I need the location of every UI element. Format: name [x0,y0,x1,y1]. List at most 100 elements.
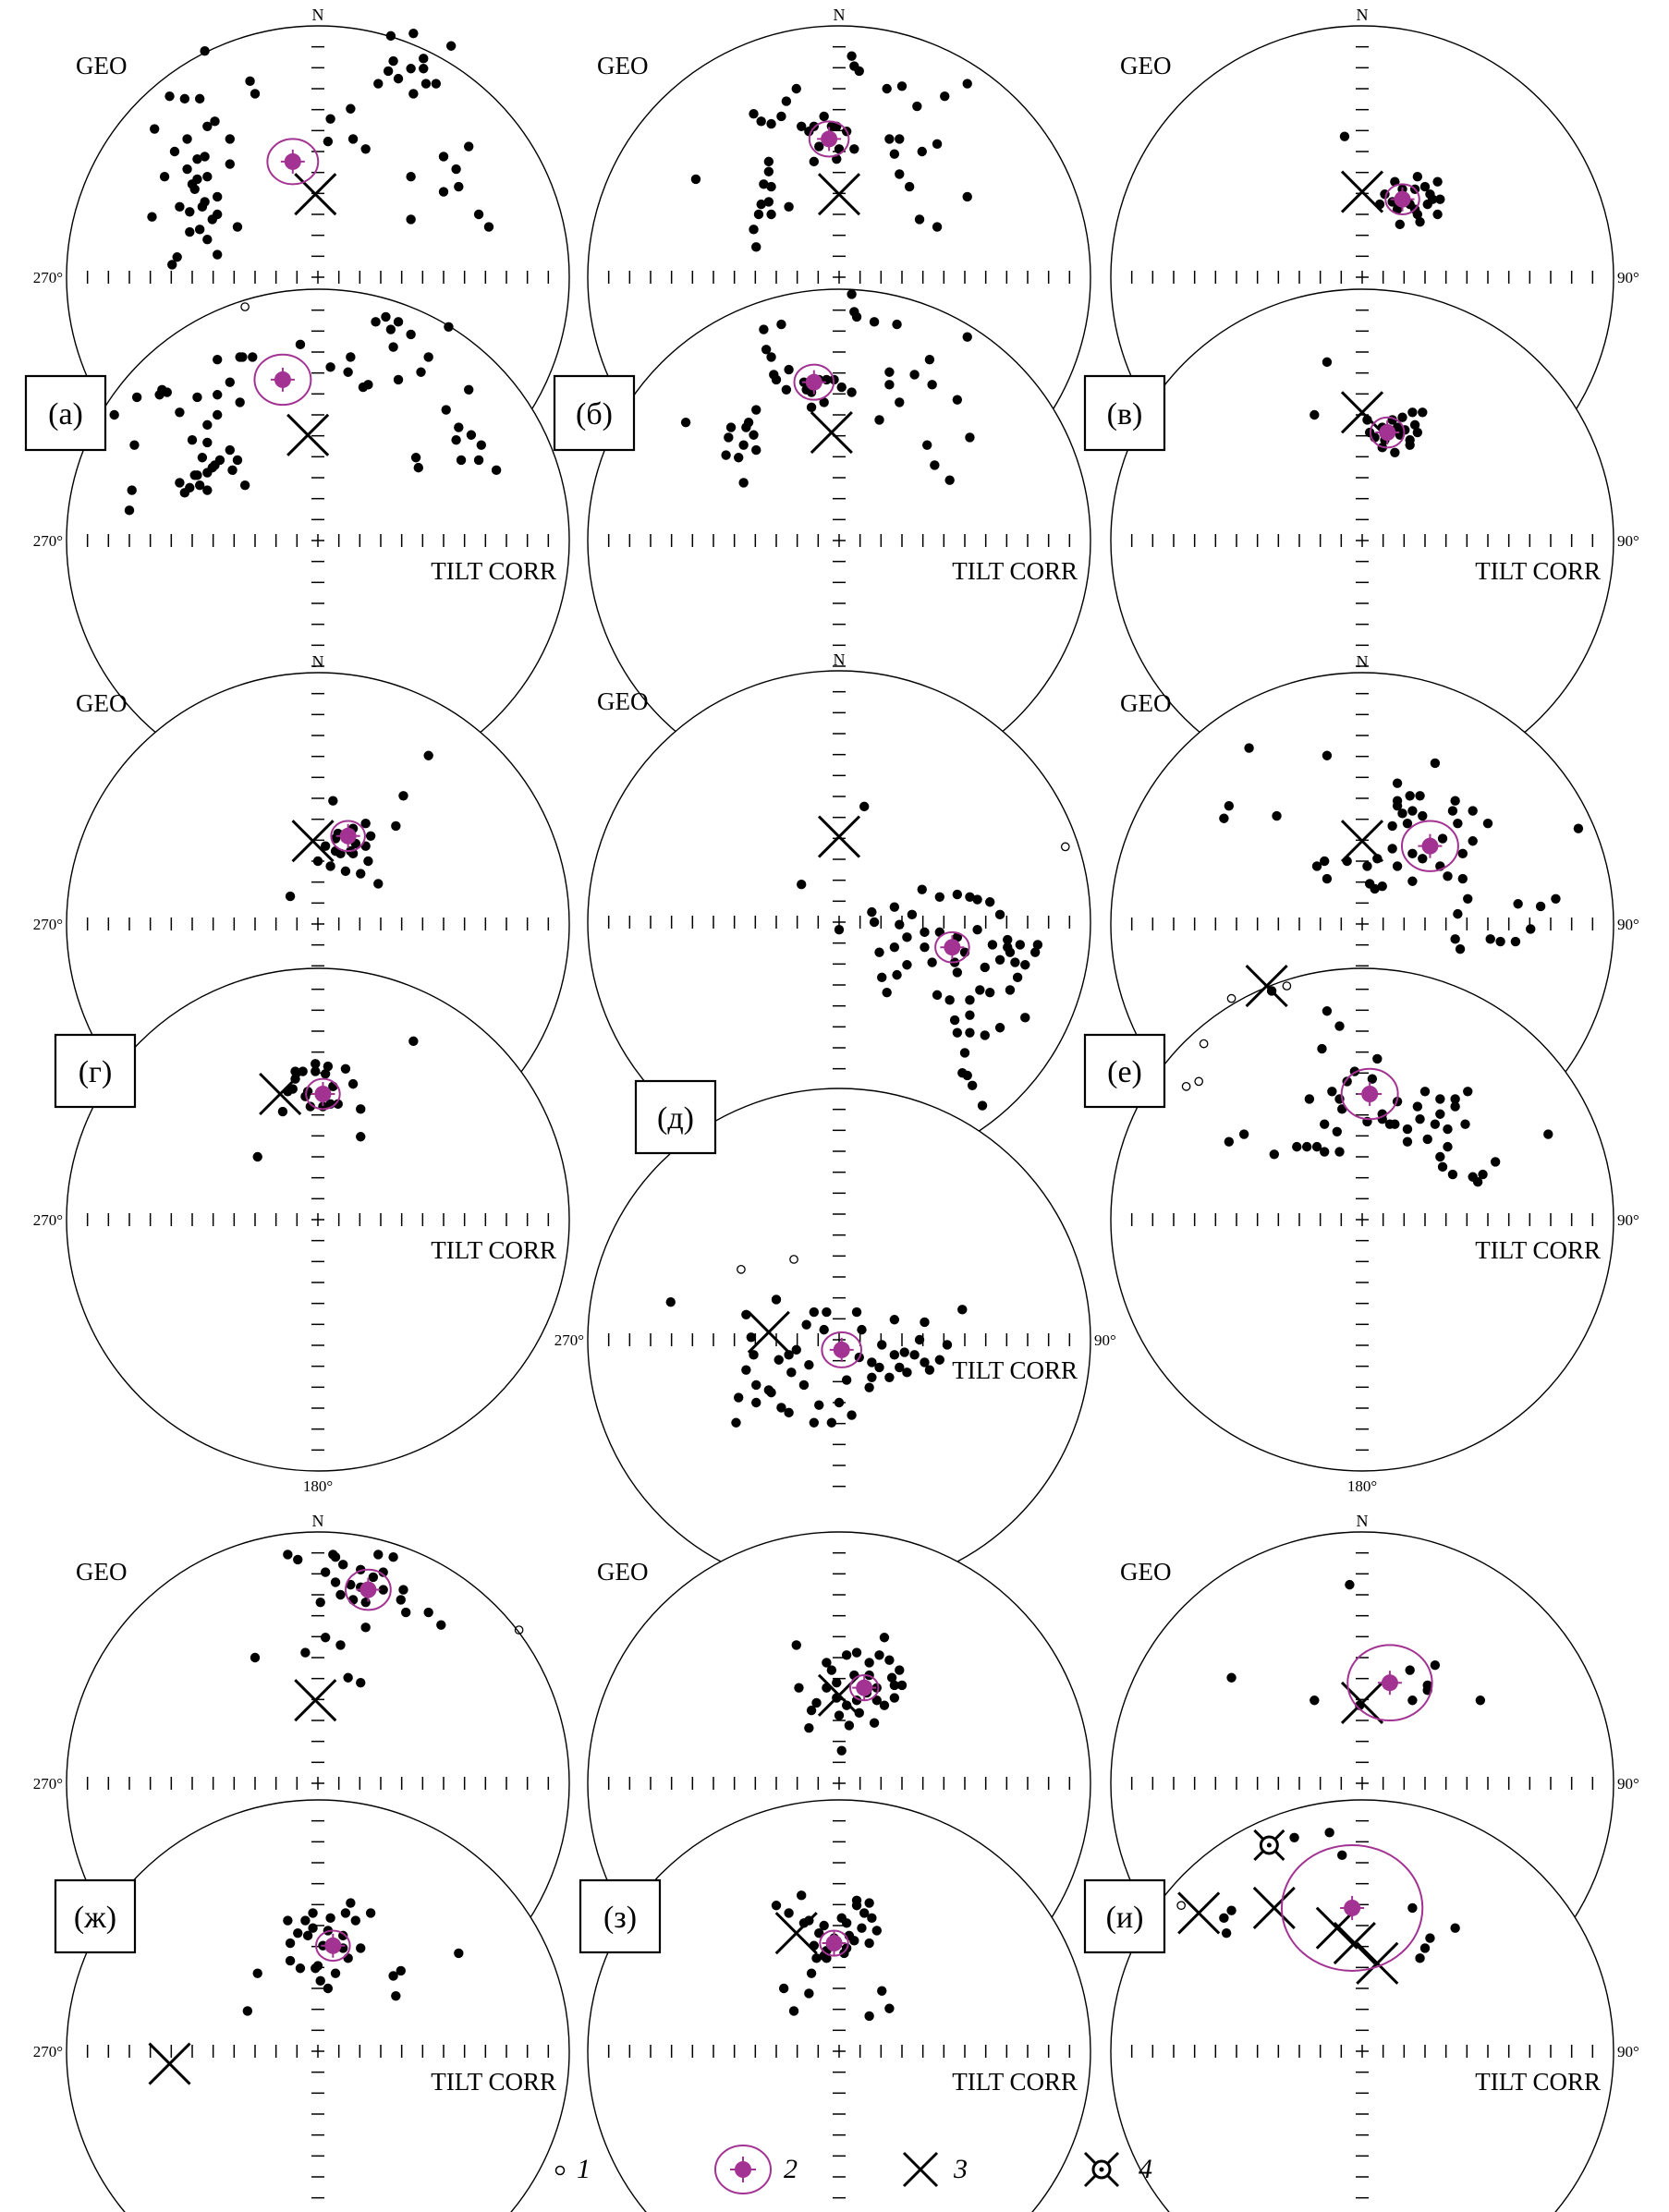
west-label: 270° [33,1775,63,1793]
reference-cross-icon [259,1072,302,1116]
data-point [1390,447,1400,457]
data-point [1362,415,1372,425]
data-point [854,66,864,77]
panel-label-box: (ж) [54,1878,137,1954]
data-point [1435,194,1445,204]
reference-cross-icon [817,815,861,858]
tilt-corr-label: TILT CORR [952,1356,1078,1384]
data-point [896,1680,908,1691]
data-point [356,869,366,879]
data-point [1485,934,1495,944]
data-point [385,30,396,42]
data-point [874,947,884,957]
data-point [1020,1013,1030,1023]
legend-open-circle-icon [554,2165,566,2176]
data-point [285,1938,296,1949]
data-point [1412,172,1423,182]
data-point [841,1650,852,1660]
geo-label: GEO [76,1558,128,1586]
data-point [1443,1124,1453,1135]
data-point [1415,216,1425,227]
data-point [819,397,829,407]
data-point [1543,1129,1553,1139]
data-point [1310,409,1320,420]
geo-label: GEO [597,1558,649,1586]
data-point [1339,131,1350,141]
data-point [423,750,433,760]
data-point [340,1908,351,1918]
data-point [791,83,801,94]
data-point [781,96,792,106]
data-point [393,317,404,327]
west-label: 270° [554,1331,584,1349]
data-point [1419,181,1431,192]
data-point [884,367,895,377]
data-point [323,1061,334,1072]
data-point [346,103,356,114]
data-point [194,480,205,491]
data-point [811,1697,822,1708]
reference-cross-icon [294,173,337,216]
mean-direction [345,1568,392,1611]
data-point [882,83,892,94]
data-point [1269,1149,1280,1160]
data-point [202,121,213,131]
data-point [406,214,416,225]
data-point [804,1360,814,1370]
data-point [225,444,235,456]
open-point [737,1264,746,1274]
data-point [1320,1119,1330,1129]
net-outline [66,1799,570,2212]
geo-label: GEO [1120,689,1172,717]
data-point [323,136,334,147]
data-point [746,1332,756,1343]
data-point [320,1069,331,1079]
data-point [363,856,373,867]
data-point [962,79,972,89]
mean-direction [821,1331,863,1368]
data-point [213,191,223,202]
data-point [1372,1053,1383,1064]
geo-label: GEO [1120,1558,1172,1586]
open-point [1181,1081,1191,1091]
data-point [320,841,331,851]
data-point [1310,1695,1320,1706]
data-point [1397,412,1407,422]
data-point [1405,440,1415,450]
data-point [738,440,749,450]
data-point [809,1417,819,1428]
data-point [413,462,423,473]
data-point [1475,1695,1486,1706]
data-point [912,101,922,112]
data-point [373,79,384,89]
data-point [285,1955,296,1966]
panel-label-box: (г) [54,1033,137,1109]
data-point [839,1948,849,1959]
data-point [809,1307,819,1318]
data-point [994,954,1005,966]
data-point [822,1307,832,1318]
east-label: 90° [1617,269,1639,286]
data-point [811,1953,822,1963]
panel-label-box: (з) [579,1878,662,1954]
geo-label: GEO [597,687,649,715]
data-point [826,1665,837,1675]
data-point [909,1350,920,1360]
data-point [325,362,335,372]
data-point [1322,750,1333,760]
data-point [749,1350,759,1360]
data-point [194,225,205,235]
data-point [346,1898,356,1908]
data-point [338,1930,348,1941]
data-point [320,1567,331,1577]
data-point [373,879,384,889]
data-point [388,55,398,67]
panel-label-box: (а) [24,374,107,452]
data-point [383,66,394,77]
panel-label-box: (в) [1083,374,1166,452]
data-point [889,1315,900,1325]
data-point [365,1908,376,1918]
data-point [924,354,935,365]
data-point [192,392,202,403]
data-point [391,1990,401,2001]
